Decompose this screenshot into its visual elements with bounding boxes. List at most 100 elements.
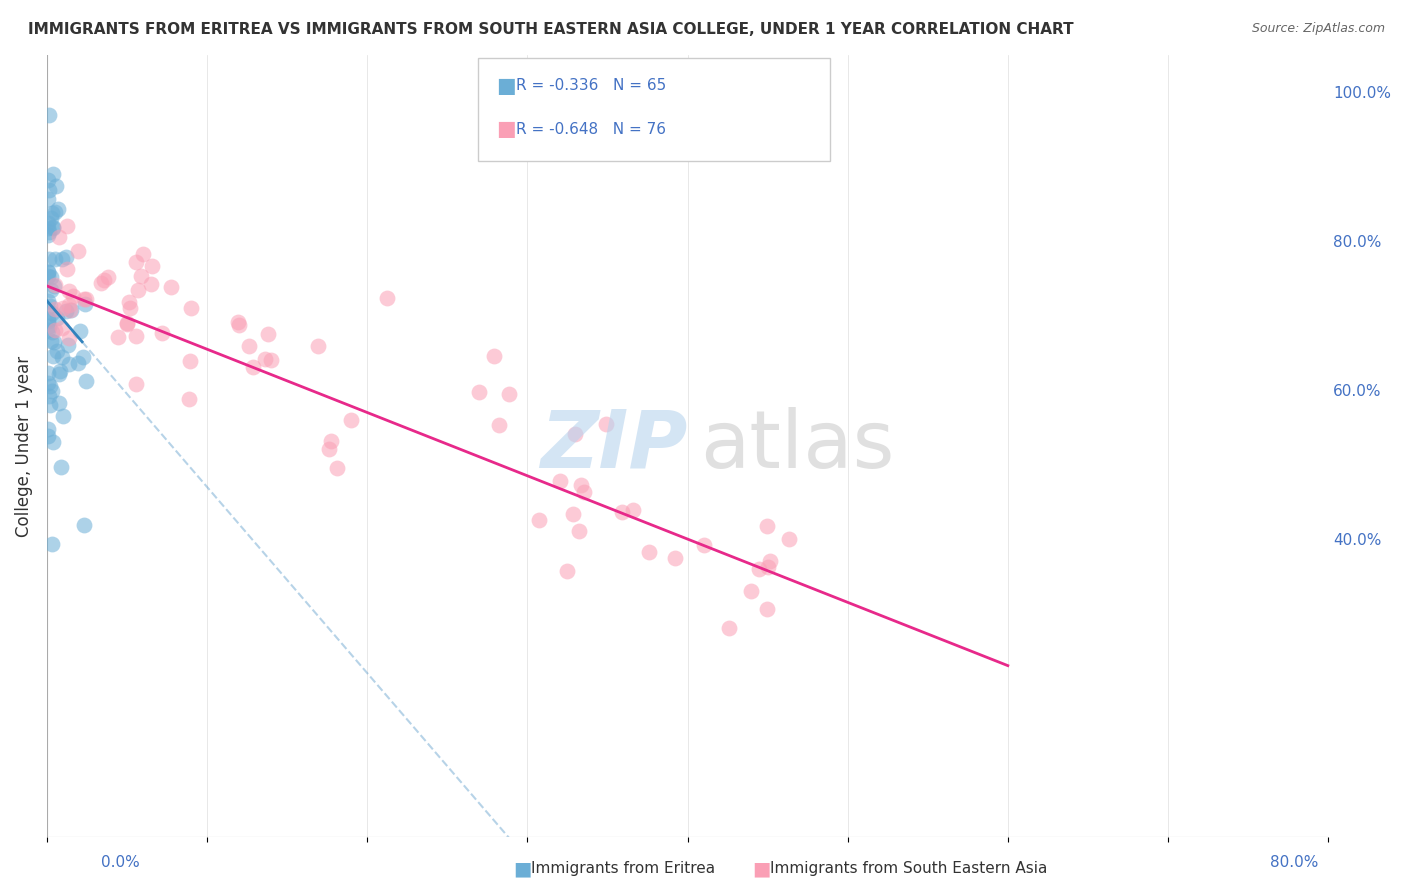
Point — [58, 284, 80, 298]
Point — [44, 204, 66, 219]
Point — [38, 379, 60, 393]
Point — [740, 584, 762, 599]
Point — [39, 299, 62, 313]
Point — [118, 295, 141, 310]
Point — [69, 324, 91, 338]
Point — [131, 247, 153, 261]
Point — [41, 206, 63, 220]
Point — [52, 409, 75, 423]
Point — [60, 303, 83, 318]
Point — [49, 459, 72, 474]
Point — [44, 252, 66, 266]
Point — [37, 221, 59, 235]
Point — [564, 426, 586, 441]
Point — [75, 375, 97, 389]
Point — [37, 228, 59, 243]
Point — [159, 280, 181, 294]
Point — [42, 435, 65, 450]
Point — [129, 268, 152, 283]
Point — [180, 301, 202, 316]
Point — [58, 357, 80, 371]
Point — [39, 283, 62, 297]
Point — [117, 316, 139, 330]
Point — [46, 202, 69, 216]
Point — [38, 183, 60, 197]
Text: R = -0.648   N = 76: R = -0.648 N = 76 — [516, 122, 666, 136]
Point — [37, 265, 59, 279]
Point — [257, 327, 280, 342]
Point — [498, 387, 520, 401]
Point — [59, 303, 82, 318]
Point — [254, 351, 277, 366]
Point — [226, 315, 249, 329]
Point — [758, 554, 780, 568]
Point — [37, 422, 59, 436]
Text: 80.0%: 80.0% — [1271, 855, 1319, 870]
Point — [90, 276, 112, 290]
Point — [51, 321, 73, 335]
Point — [150, 326, 173, 340]
Point — [307, 339, 329, 353]
Point — [242, 359, 264, 374]
Point — [38, 398, 60, 412]
Point — [41, 306, 63, 320]
Point — [55, 250, 77, 264]
Point — [693, 538, 716, 552]
Point — [56, 219, 79, 234]
Point — [125, 377, 148, 392]
Point — [141, 277, 163, 291]
Point — [37, 429, 59, 443]
Point — [610, 505, 633, 519]
Point — [756, 560, 779, 574]
Point — [326, 460, 349, 475]
Point — [177, 392, 200, 406]
Point — [38, 318, 60, 333]
Point — [375, 291, 398, 305]
Point — [52, 301, 75, 315]
Point — [621, 503, 644, 517]
Point — [45, 310, 67, 325]
Text: ■: ■ — [513, 859, 531, 879]
Point — [664, 551, 686, 566]
Point — [44, 302, 66, 317]
Point — [62, 289, 84, 303]
Point — [595, 417, 617, 432]
Point — [72, 351, 94, 365]
Point — [58, 298, 80, 312]
Point — [37, 265, 59, 279]
Point — [55, 304, 77, 318]
Point — [179, 354, 201, 368]
Y-axis label: College, Under 1 year: College, Under 1 year — [15, 355, 32, 537]
Point — [37, 269, 59, 284]
Point — [561, 507, 583, 521]
Point — [39, 211, 62, 226]
Point — [228, 318, 250, 332]
Point — [37, 293, 59, 308]
Point — [44, 277, 66, 292]
Point — [39, 334, 62, 348]
Point — [755, 601, 778, 615]
Point — [58, 338, 80, 352]
Point — [66, 244, 89, 259]
Point — [44, 323, 66, 337]
Point — [527, 513, 550, 527]
Point — [49, 364, 72, 378]
Point — [482, 349, 505, 363]
Point — [51, 252, 73, 266]
Text: R = -0.336   N = 65: R = -0.336 N = 65 — [516, 78, 666, 93]
Point — [41, 326, 63, 340]
Text: ■: ■ — [496, 76, 516, 95]
Point — [37, 192, 59, 206]
Point — [73, 297, 96, 311]
Text: Immigrants from Eritrea: Immigrants from Eritrea — [531, 862, 716, 876]
Point — [125, 329, 148, 343]
Point — [38, 108, 60, 122]
Point — [548, 474, 571, 488]
Text: ■: ■ — [752, 859, 770, 879]
Point — [37, 366, 59, 380]
Point — [260, 353, 283, 368]
Point — [141, 259, 163, 273]
Point — [340, 413, 363, 427]
Point — [44, 279, 66, 293]
Point — [118, 301, 141, 316]
